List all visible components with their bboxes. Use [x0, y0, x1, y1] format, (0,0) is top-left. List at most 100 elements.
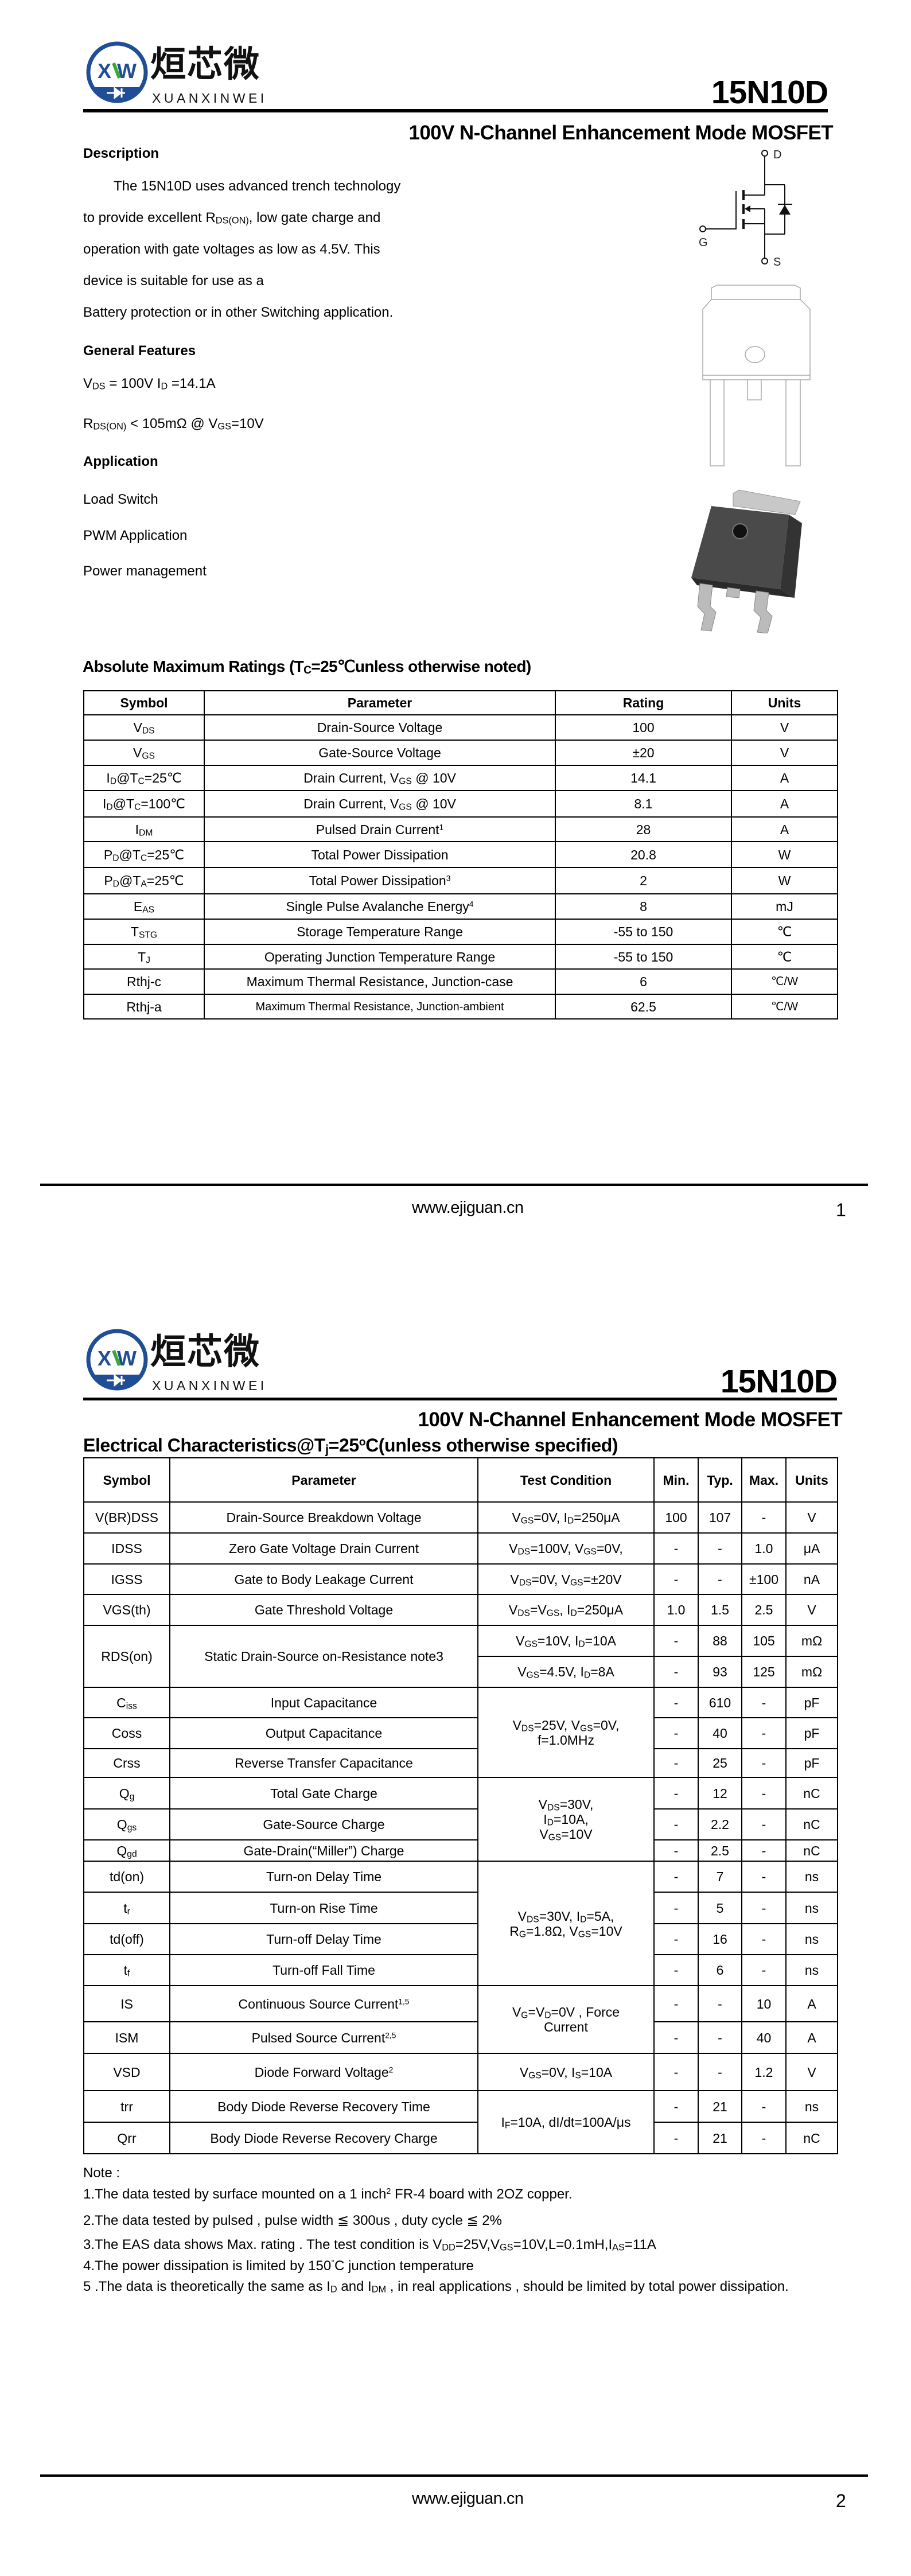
table-row: TSTG Storage Temperature Range -55 to 150 ℃	[83, 919, 838, 945]
superscript: o	[359, 1436, 366, 1449]
text-run: IS	[120, 1996, 133, 2011]
text-run: R	[83, 416, 94, 431]
table-row: IGSS Gate to Body Leakage Current VDS=0V, …	[83, 1563, 838, 1595]
min-cell: -	[653, 2090, 699, 2123]
text-run: Gate-Drain(“Miller”) Charge	[243, 1843, 404, 1858]
text-run: ISM	[115, 2030, 139, 2045]
units-cell: ns	[785, 1892, 838, 1924]
subscript: GS	[399, 802, 412, 812]
subscript: GS	[528, 2070, 542, 2080]
text-run: Turn-on Delay Time	[266, 1869, 382, 1884]
description-line: device is suitable for use as a	[83, 274, 264, 288]
units-cell: A	[731, 765, 838, 791]
typ-cell: 6	[698, 1954, 742, 1986]
text-run: @T	[119, 847, 141, 862]
typ-cell: 7	[698, 1861, 742, 1893]
text-run: C(unless otherwise specified)	[365, 1435, 618, 1456]
text-run: T	[138, 949, 146, 964]
rating-cell: 8.1	[555, 790, 732, 818]
text-run: =10V, I	[537, 1633, 579, 1648]
text-run: =10V	[231, 416, 264, 431]
typ-cell: -	[698, 1532, 742, 1565]
typ-cell: 107	[698, 1501, 742, 1534]
logo-mark-icon: X W	[86, 41, 148, 103]
rating-cell: 62.5	[555, 994, 732, 1019]
typ-cell: 40	[698, 1717, 742, 1749]
text-run: Input Capacitance	[270, 1695, 377, 1710]
text-run: C	[116, 1695, 126, 1710]
min-cell: 100	[653, 1501, 699, 1534]
footer-website-link[interactable]: www.ejiguan.cn	[412, 1198, 524, 1217]
units-cell: nC	[785, 2122, 838, 2154]
column-header: Parameter	[169, 1457, 478, 1503]
text-run: Diode Forward Voltage	[254, 2064, 389, 2080]
subscript: g	[129, 1791, 135, 1801]
text-run: =10V,L=0.1mH,I	[513, 2237, 613, 2252]
rating-cell: -55 to 150	[555, 944, 732, 970]
max-cell: -	[741, 1748, 787, 1778]
text-run: FR-4 board with 2OZ copper.	[391, 2186, 573, 2202]
subscript: D	[161, 381, 168, 392]
table-row: Rthj-a Maximum Thermal Resistance, Juncti…	[83, 994, 838, 1019]
abs-max-heading: Absolute Maximum Ratings (TC=25℃unless o…	[83, 659, 531, 676]
typ-cell: 2.2	[698, 1808, 742, 1840]
table-row: VDS Drain-Source Voltage 100 V	[83, 714, 838, 741]
max-cell: -	[741, 1808, 787, 1840]
footer-website-link[interactable]: www.ejiguan.cn	[412, 2489, 524, 2508]
text-run: @T	[112, 796, 135, 811]
rating-cell: 2	[555, 867, 732, 894]
min-cell: -	[653, 1777, 699, 1810]
symbol-cell: VSD	[83, 2053, 170, 2091]
max-cell: -	[741, 2122, 787, 2154]
table-row: PD@TC=25℃ Total Power Dissipation 20.8 W	[83, 841, 838, 868]
symbol-cell: V(BR)DSS	[83, 1501, 170, 1534]
parameter-cell: Single Pulse Avalanche Energy4	[204, 893, 556, 920]
parameter-cell: Maximum Thermal Resistance, Junction-amb…	[204, 994, 556, 1019]
units-cell: pF	[785, 1717, 838, 1749]
max-cell: 10	[741, 1985, 787, 2022]
column-header: Units	[785, 1457, 838, 1503]
symbol-cell: VGS	[83, 740, 205, 766]
symbol-cell: Qrr	[83, 2122, 170, 2154]
text-run: =0V, I	[541, 2064, 575, 2080]
table-row: Rthj-c Maximum Thermal Resistance, Juncti…	[83, 968, 838, 995]
table-row: Qgd Gate-Drain(“Miller”) Charge -2.5- nC	[83, 1839, 838, 1862]
package-3d-image	[691, 489, 802, 633]
max-cell: -	[741, 1717, 787, 1749]
parameter-cell: Turn-off Delay Time	[169, 1923, 478, 1955]
symbol-cell: IGSS	[83, 1563, 170, 1595]
subscript: D	[547, 1818, 554, 1828]
description-heading: Description	[83, 146, 159, 161]
subscript: j	[325, 1442, 329, 1457]
table-row: EAS Single Pulse Avalanche Energy4 8 mJ	[83, 893, 838, 920]
min-cell: -	[653, 1954, 699, 1986]
subscript: gs	[127, 1823, 137, 1833]
parameter-cell: Turn-off Fall Time	[169, 1954, 478, 1986]
parameter-cell: Gate-Drain(“Miller”) Charge	[169, 1839, 478, 1862]
typ-cell: -	[698, 1985, 742, 2022]
superscript: 1	[439, 822, 444, 831]
table-row: VGS Gate-Source Voltage ±20 V	[83, 740, 838, 766]
rating-cell: ±20	[555, 740, 732, 766]
subscript: G	[519, 1929, 527, 1939]
text-run: =10A, V	[539, 1812, 589, 1842]
logo-chinese-name: 烜芯微	[150, 1332, 261, 1372]
units-cell: mΩ	[785, 1656, 838, 1688]
electrical-characteristics-heading: Electrical Characteristics@Tj=25oC(unles…	[83, 1435, 618, 1457]
text-run: =10V	[561, 1827, 593, 1842]
subscript: GS	[546, 1608, 560, 1618]
table-header-row: Symbol Parameter Rating Units	[83, 690, 838, 715]
typ-cell: 21	[698, 2090, 742, 2123]
subscript: GS	[570, 1577, 583, 1587]
text-run: =25V, V	[534, 1717, 580, 1733]
application-item: Power management	[83, 563, 207, 579]
subscript: DS	[526, 1914, 539, 1924]
table-header-row: Symbol Parameter Test Condition Min. Typ. Max…	[83, 1457, 838, 1503]
text-run: Q	[119, 1785, 130, 1801]
parameter-cell: Gate-Source Charge	[169, 1808, 478, 1840]
features-heading: General Features	[83, 343, 196, 359]
symbol-cell: VDS	[83, 714, 205, 741]
superscript: 3	[446, 874, 451, 883]
text-run: @ 10V	[411, 796, 456, 811]
subscript: D	[330, 2284, 337, 2295]
